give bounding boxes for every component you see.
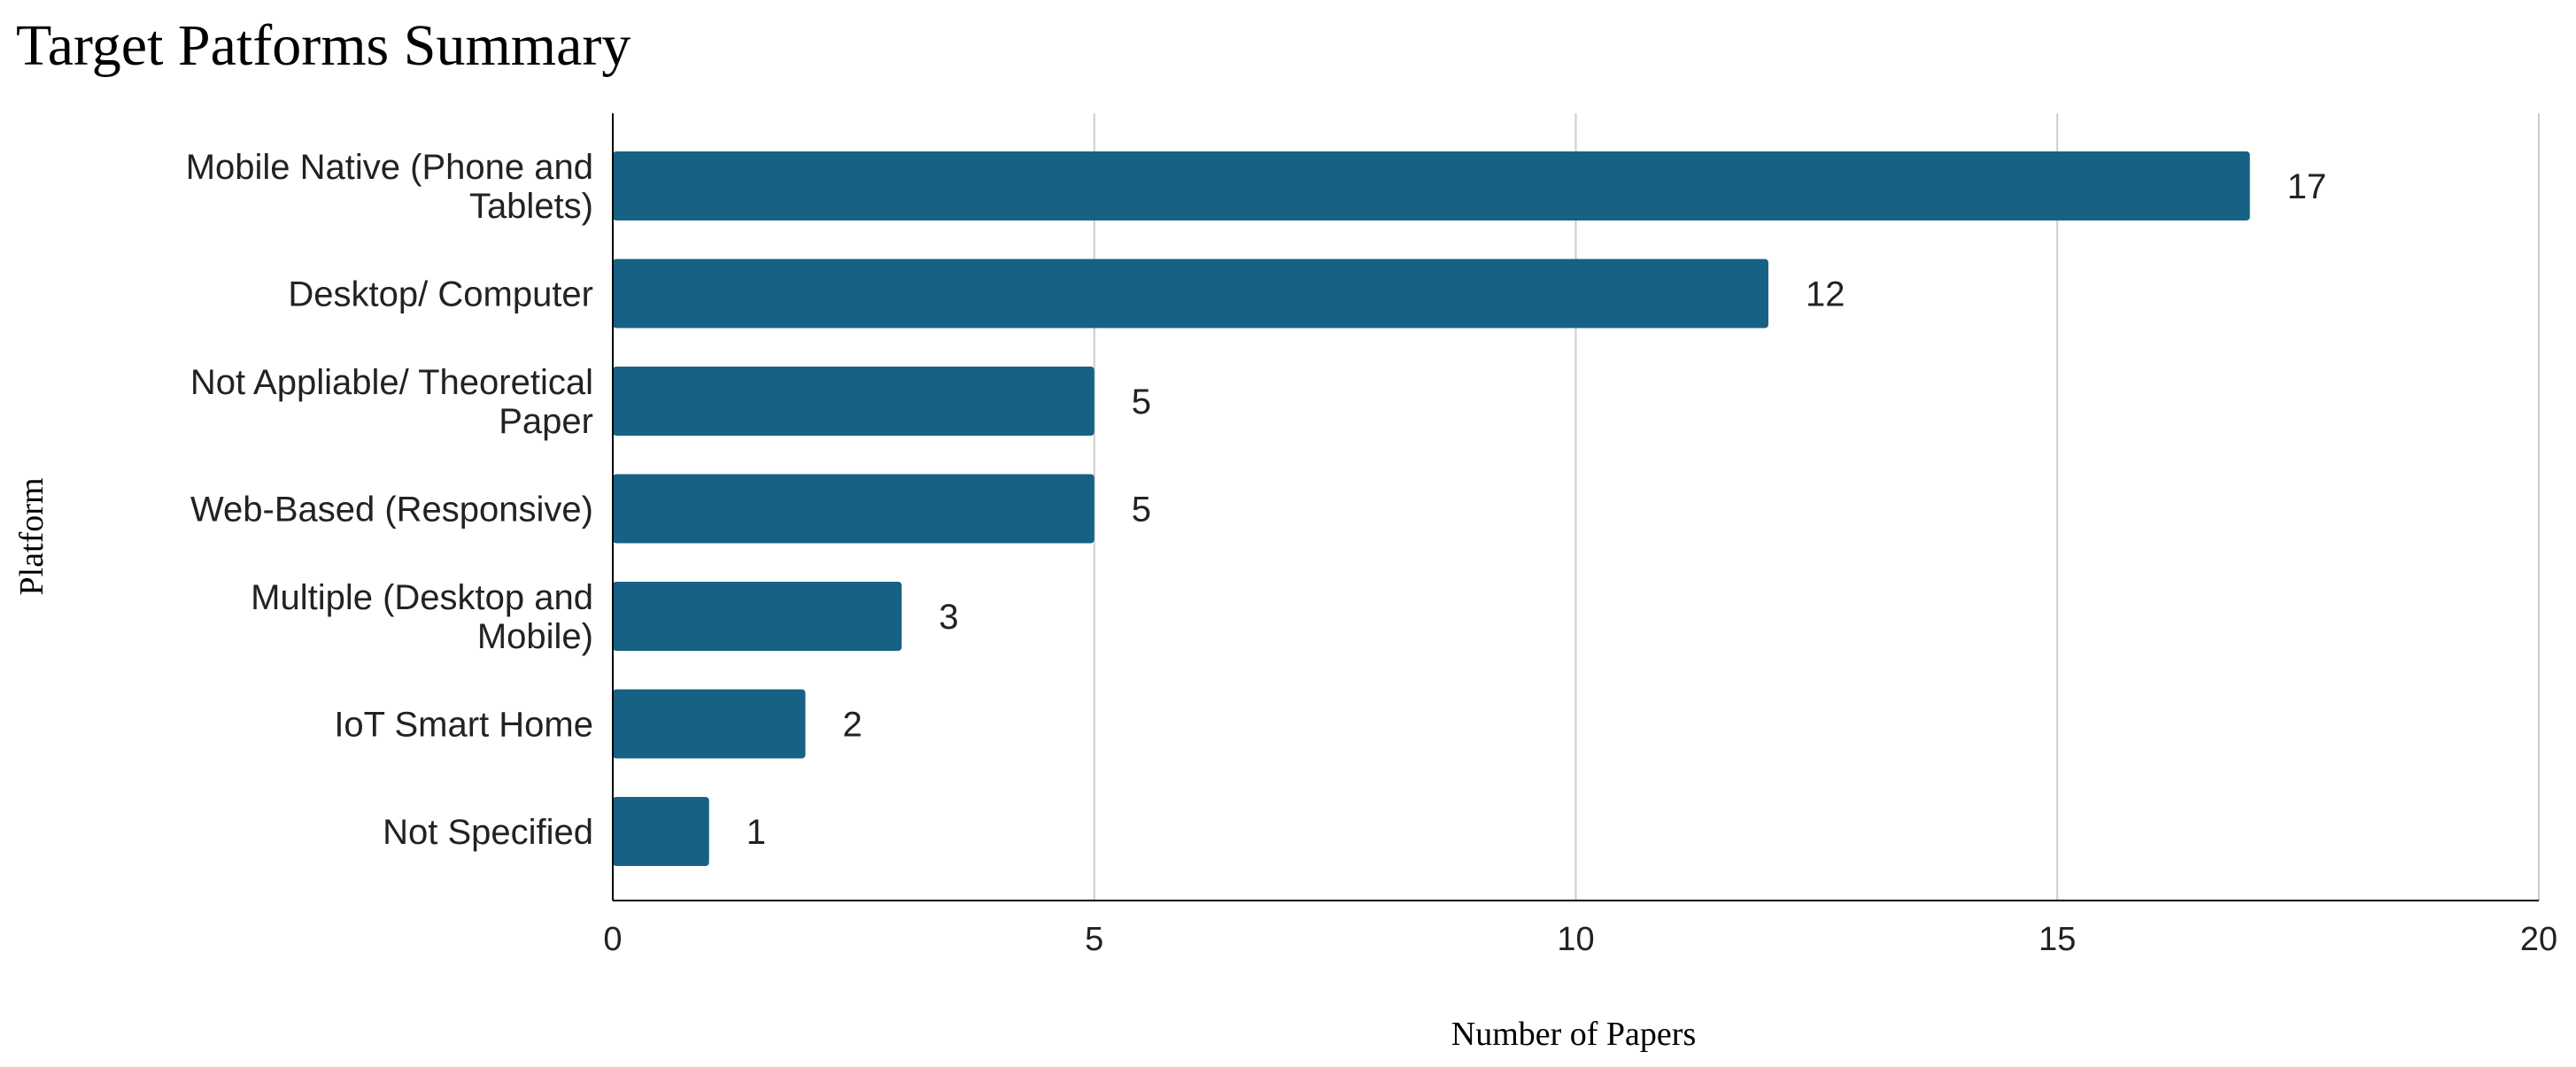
category-label-4: Multiple (Desktop and Mobile): [251, 578, 593, 656]
data-label-5: 2: [843, 706, 863, 745]
data-label-2: 5: [1132, 383, 1151, 421]
x-tick-labels: 0 5 10 15 20: [603, 921, 2557, 958]
data-label-3: 5: [1132, 491, 1151, 530]
data-label-0: 17: [2287, 167, 2327, 206]
category-label-6: Not Specified: [383, 813, 593, 852]
bar-3: [613, 474, 1095, 544]
data-label-6: 1: [746, 813, 766, 852]
bars: [613, 151, 2250, 866]
x-tick-label-3: 15: [2038, 921, 2076, 958]
category-labels: Mobile Native (Phone and Tablets) Desktop/…: [186, 148, 593, 852]
category-label-5: IoT Smart Home: [334, 706, 593, 745]
category-label-0: Mobile Native (Phone and Tablets): [186, 148, 593, 226]
x-axis-title: Number of Papers: [1451, 1016, 1696, 1053]
y-axis-title: Platform: [13, 478, 50, 596]
data-labels: 17 12 5 5 3 2 1: [746, 167, 2327, 852]
x-tick-label-2: 10: [1557, 921, 1594, 958]
data-label-1: 12: [1806, 275, 1845, 314]
bar-4: [613, 582, 902, 651]
gridlines: [1093, 113, 2540, 901]
x-tick-label-0: 0: [603, 921, 622, 958]
chart-title: Target Patforms Summary: [16, 13, 630, 78]
category-label-3: Web-Based (Responsive): [190, 491, 593, 530]
x-tick-label-4: 20: [2520, 921, 2557, 958]
category-label-2: Not Appliable/ Theoretical Paper: [190, 363, 593, 441]
x-tick-label-1: 5: [1085, 921, 1103, 958]
bar-2: [613, 367, 1095, 436]
bar-1: [613, 259, 1768, 329]
axes: [612, 113, 2539, 901]
data-label-4: 3: [939, 598, 958, 637]
category-label-1: Desktop/ Computer: [288, 275, 593, 314]
bar-6: [613, 797, 709, 866]
bar-5: [613, 689, 806, 759]
bar-0: [613, 151, 2250, 220]
